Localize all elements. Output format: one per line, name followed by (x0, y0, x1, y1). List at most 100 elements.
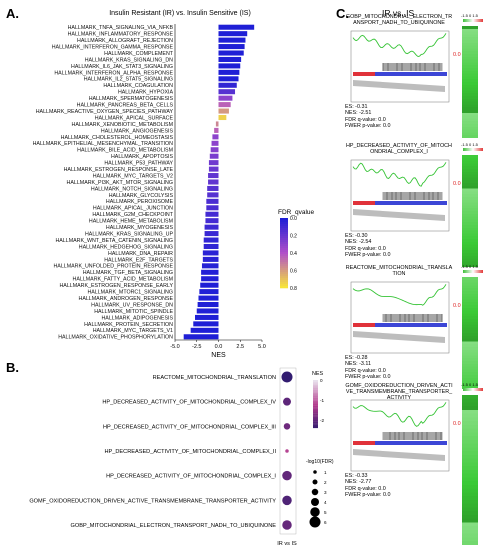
gsea-stat-fwer: FWER p-value: 0.0 (345, 252, 391, 259)
gsea-stats: ES: -0.28 NES: -3.11 FDR q-value: 0.0 FWER … (345, 355, 391, 381)
bar-hallmark-spermatogenesis (218, 95, 233, 101)
ranked-metric-area (353, 80, 445, 92)
bar-hallmark-complement (218, 50, 244, 56)
bar-hallmark-reactive-oxygen-species-pathway (218, 108, 229, 114)
category-label: HALLMARK_NOTCH_SIGNALING (91, 186, 173, 192)
colorbar-segment (280, 226, 288, 229)
colorbar-segment (280, 258, 288, 261)
ranked-metric-area (353, 209, 445, 221)
bar-hallmark-wnt-beta-catenin-signaling (203, 237, 219, 243)
bar-hallmark-peroxisome (206, 198, 219, 204)
colorbar-segment (280, 262, 288, 265)
gsea-stats: ES: -0.33 NES: -2.77 FDR q-value: 0.0 FWER … (345, 473, 391, 499)
gsea-stats: ES: -0.30 NES: -2.54 FDR q-value: 0.0 FWER … (345, 233, 391, 259)
heatmap-scale-labels: -1.5 0 1.5 (461, 264, 478, 269)
x-tick-label: 2.5 (236, 344, 244, 350)
colorbar-tick: 0.4 (290, 251, 297, 257)
colorbar-segment (280, 264, 288, 267)
colorbar-segment (280, 270, 288, 273)
category-label: HALLMARK_MITOTIC_SPINDLE (94, 309, 173, 315)
x-tick-label: 0.0 (215, 344, 223, 350)
bar-hallmark-unfolded-protein-response (201, 263, 219, 269)
category-label: HALLMARK_PANCREAS_BETA_CELLS (77, 103, 174, 109)
gsea-stat-fwer: FWER p-value: 0.0 (345, 374, 391, 381)
gsea-card-title: GOMF_OXIDOREDUCTION_DRIVEN_ACTIVE_TRANSM… (345, 383, 453, 402)
category-label: HALLMARK_COMPLEMENT (104, 51, 174, 57)
colorbar-segment (280, 246, 288, 249)
gsea-stat-fdr: FDR q-value: 0.0 (345, 245, 386, 252)
colorbar-segment (280, 276, 288, 279)
gene-heatmap (462, 155, 478, 267)
gsea-card: GOMF_OXIDOREDUCTION_DRIVEN_ACTIVE_TRANSM… (345, 382, 500, 545)
colorbar-segment (280, 224, 288, 227)
colorbar-segment (280, 250, 288, 253)
gsea-stat-es: ES: -0.31 (345, 104, 368, 110)
gsea-marker-label: 0.0 (453, 181, 461, 187)
category-label: HALLMARK_APOPTOSIS (111, 154, 173, 160)
bar-hallmark-mitotic-spindle (196, 308, 219, 314)
bar-hallmark-inflammatory-response (218, 31, 248, 37)
category-label: HALLMARK_UV_RESPONSE_DN (91, 302, 173, 308)
category-label: HALLMARK_ANGIOGENESIS (101, 128, 174, 134)
colorbar-tick: 0.2 (290, 234, 297, 240)
x-tick-label: -5.0 (170, 344, 179, 350)
bar-hallmark-glycolysis (207, 192, 219, 198)
heatmap-scale-bar (463, 270, 483, 273)
gsea-card-title: HP_DECREASED_ACTIVITY_OF_MITOCHONDRIAL_C… (346, 143, 452, 156)
category-label: HALLMARK_ANDROGEN_RESPONSE (79, 296, 174, 302)
gsea-card-title: REACTOME_MITOCHONDRIAL_TRANSLATION (345, 265, 453, 278)
colorbar-tick: 0.0 (290, 216, 297, 222)
colorbar-segment (280, 280, 288, 283)
category-label: HALLMARK_COAGULATION (103, 83, 173, 89)
bar-hallmark-myc-targets-v1 (190, 327, 219, 333)
gsea-stat-nes: NES: -2.54 (345, 239, 372, 246)
enrichment-curve (352, 402, 447, 427)
gsea-card: HP_DECREASED_ACTIVITY_OF_MITOCHONDRIAL_C… (345, 142, 500, 267)
bar-hallmark-myogenesis (204, 224, 219, 230)
bar-hallmark-bile-acid-metabolism (210, 147, 219, 153)
heatmap-scale-bar (463, 388, 483, 391)
category-label: HALLMARK_OXIDATIVE_PHOSPHORYLATION (58, 335, 173, 341)
colorbar-segment (280, 238, 288, 241)
gsea-stat-nes: NES: -2.51 (345, 110, 372, 117)
colorbar-segment (280, 220, 288, 223)
rank-bar-blue (353, 72, 447, 76)
category-label: HALLMARK_TGF_BETA_SIGNALING (83, 270, 173, 276)
rank-bar-red (353, 72, 375, 76)
rank-bar-red (353, 441, 375, 445)
bar-hallmark-angiogenesis (214, 127, 219, 133)
heatmap-scale-bar (463, 19, 483, 22)
category-label: HALLMARK_UNFOLDED_PROTEIN_RESPONSE (53, 264, 173, 270)
enrichment-curve (352, 162, 447, 187)
bar-hallmark-notch-signaling (207, 185, 219, 191)
category-label: HALLMARK_IL6_JAK_STAT3_SIGNALING (71, 64, 173, 70)
colorbar-segment (280, 218, 288, 221)
gene-heatmap (462, 395, 478, 545)
category-label: HALLMARK_KRAS_SIGNALING_UP (85, 231, 173, 237)
bar-hallmark-adipogenesis (195, 314, 219, 320)
gsea-stat-nes: NES: -3.11 (345, 361, 371, 368)
gene-heatmap (462, 26, 478, 138)
bar-hallmark-il2-stat5-signaling (218, 76, 239, 82)
category-label: HALLMARK_HEDGEHOG_SIGNALING (79, 244, 173, 250)
enrichment-plot (350, 30, 450, 103)
gsea-stats: ES: -0.31 NES: -2.51 FDR q-value: 0.0 FWER … (345, 104, 391, 130)
gsea-marker-label: 0.0 (453, 421, 461, 427)
bar-hallmark-apical-junction (206, 205, 219, 211)
colorbar-segment (280, 240, 288, 243)
bar-hallmark-cholesterol-homeostasis (212, 134, 219, 140)
bar-hallmark-estrogen-response-early (200, 282, 219, 288)
category-label: HALLMARK_DNA_REPAIR (108, 251, 173, 257)
category-label: HALLMARK_MTORC1_SIGNALING (87, 290, 173, 296)
gsea-card: REACTOME_MITOCHONDRIAL_TRANSLATION 0.0 ES:… (345, 264, 500, 389)
category-label: HALLMARK_EPITHELIAL_MESENCHYMAL_TRANSITI… (33, 141, 174, 147)
category-label: HALLMARK_GLYCOLYSIS (109, 193, 174, 199)
category-label: HALLMARK_HEME_METABOLISM (89, 219, 173, 225)
bar-hallmark-oxidative-phosphorylation (183, 334, 219, 340)
bar-hallmark-protein-secretion (193, 321, 219, 327)
bar-hallmark-myc-targets-v2 (208, 173, 219, 179)
bar-hallmark-il6-jak-stat3-signaling (218, 63, 241, 69)
rank-bar-blue (353, 201, 447, 205)
category-label: HALLMARK_FATTY_ACID_METABOLISM (73, 277, 173, 283)
